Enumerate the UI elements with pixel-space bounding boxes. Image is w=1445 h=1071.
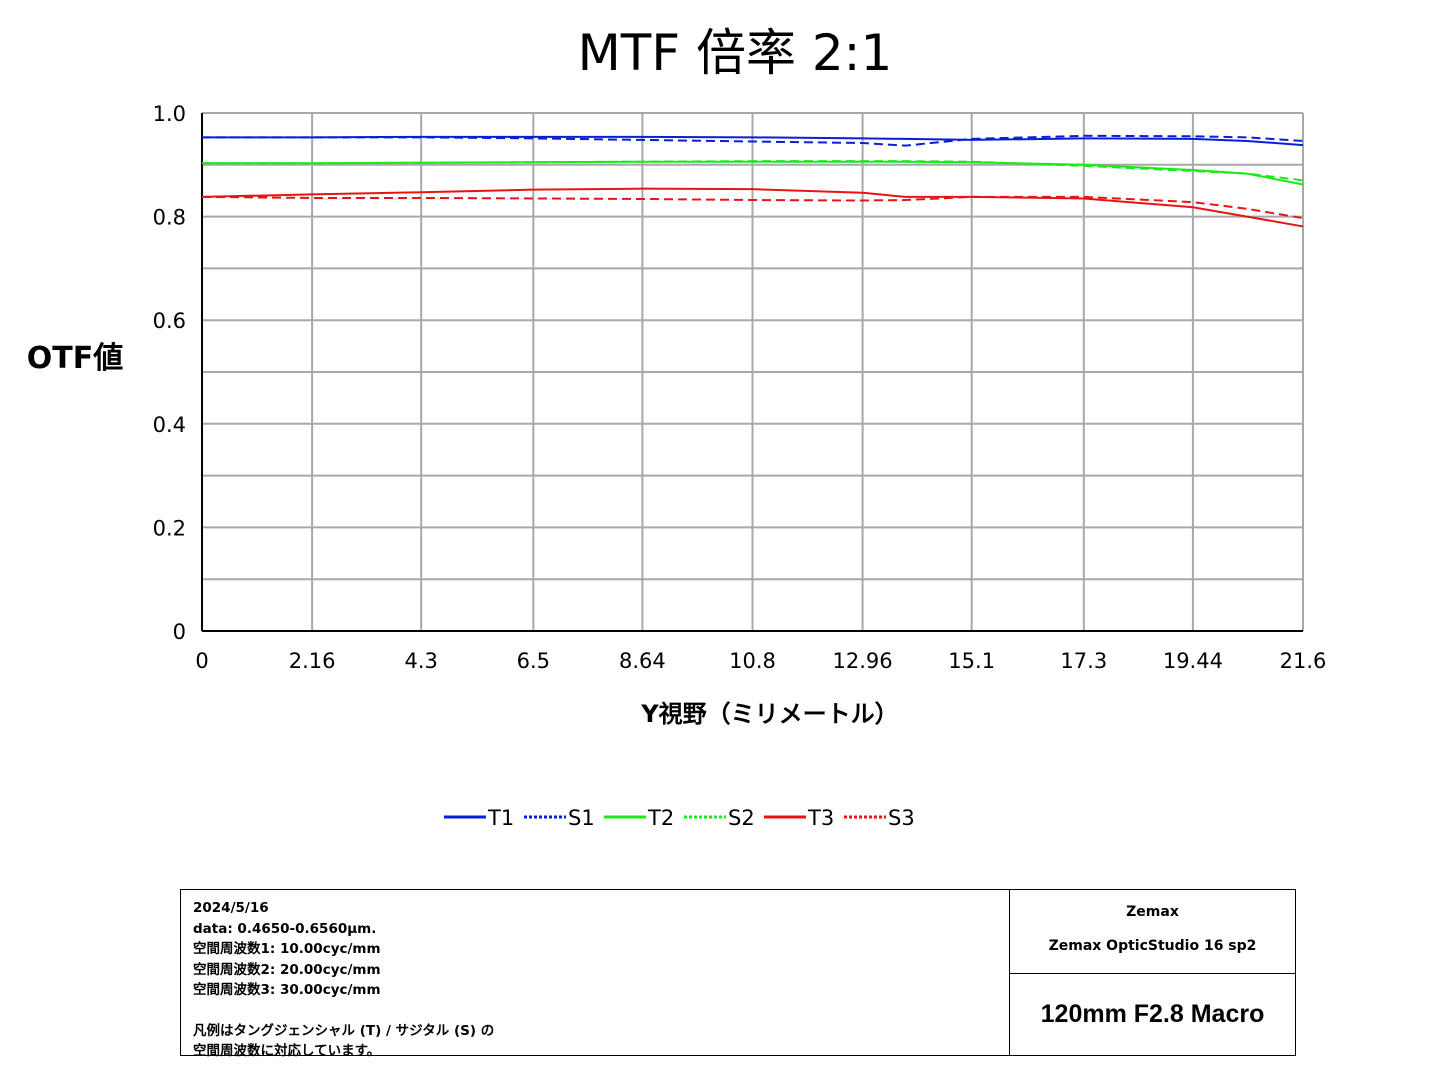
y-tick-label: 1.0 [153, 102, 186, 126]
spacer [193, 1001, 1009, 1021]
legend-label-s3: S3 [888, 806, 915, 830]
legend-label-s2: S2 [728, 806, 755, 830]
info-right-panel: Zemax Zemax OpticStudio 16 sp2 120mm F2.… [1010, 890, 1295, 1055]
legend: T1 S1 T2 S2 T3 S3 [444, 806, 915, 830]
x-tick-label: 2.16 [289, 649, 336, 673]
info-table: 2024/5/16 data: 0.4650-0.6560μm. 空間周波数1:… [180, 889, 1296, 1059]
info-note-line-1: 凡例はタングジェンシャル (T) / サジタル (S) の [193, 1022, 495, 1039]
info-frequency-2: 空間周波数2: 20.00cyc/mm [193, 961, 381, 978]
series-lines [201, 134, 1304, 228]
series-line-s3 [201, 195, 1304, 220]
info-wavelength: data: 0.4650-0.6560μm. [193, 920, 377, 937]
series-line-s1 [202, 134, 1304, 147]
y-tick-label: 0.4 [153, 413, 186, 437]
x-tick-label: 17.3 [1060, 649, 1107, 673]
legend-label-t2: T2 [647, 806, 674, 830]
legend-label-t3: T3 [807, 806, 834, 830]
info-frequency-3: 空間周波数3: 30.00cyc/mm [193, 982, 381, 998]
x-tick-label: 19.44 [1163, 649, 1223, 673]
info-frequency-1: 空間周波数1: 10.00cyc/mm [193, 941, 381, 957]
x-tick-label: 21.6 [1280, 649, 1327, 673]
x-tick-label: 0 [195, 649, 208, 673]
y-tick-label: 0.8 [153, 206, 186, 230]
x-tick-label: 12.96 [833, 649, 893, 673]
legend-label-t1: T1 [487, 806, 514, 830]
lens-cell: 120mm F2.8 Macro [1010, 974, 1295, 1055]
software-name: Zemax OpticStudio 16 sp2 [1048, 938, 1257, 954]
info-date: 2024/5/16 [193, 900, 269, 916]
y-axis-label: OTF値 [27, 341, 123, 376]
info-note-line-2: 空間周波数に対応しています。 [193, 1043, 381, 1059]
series-line-s2 [202, 160, 1304, 182]
y-tick-label: 0.2 [153, 516, 186, 540]
series-line-t3 [201, 187, 1304, 228]
lens-name: 120mm F2.8 Macro [1040, 1000, 1265, 1028]
y-tick-label: 0 [173, 620, 186, 644]
y-tick-label: 0.6 [153, 309, 186, 333]
x-tick-label: 15.1 [948, 649, 995, 673]
chart-title: MTF 倍率 2:1 [578, 24, 893, 82]
info-details: 2024/5/16 data: 0.4650-0.6560μm. 空間周波数1:… [181, 890, 1010, 1059]
x-tick-label: 10.8 [729, 649, 776, 673]
x-tick-label: 8.64 [619, 649, 666, 673]
x-axis-label: Y視野（ミリメートル） [640, 700, 898, 728]
series-line-t1 [202, 135, 1304, 147]
vendor-name: Zemax [1126, 904, 1179, 920]
x-tick-labels: 0 2.16 4.3 6.5 8.64 10.8 12.96 15.1 17.3 19.44 21.… [195, 649, 1326, 673]
mtf-chart: MTF 倍率 2:1 OTF値 Y視野（ミリメートル） 0 2.16 4.3 6.5 8… [27, 24, 1327, 830]
legend-label-s1: S1 [568, 806, 595, 830]
x-tick-label: 4.3 [404, 649, 437, 673]
software-cell: Zemax Zemax OpticStudio 16 sp2 [1010, 890, 1295, 974]
grid [201, 112, 1304, 632]
y-tick-labels: 0 0.2 0.4 0.6 0.8 1.0 [153, 102, 186, 644]
x-tick-label: 6.5 [517, 649, 550, 673]
